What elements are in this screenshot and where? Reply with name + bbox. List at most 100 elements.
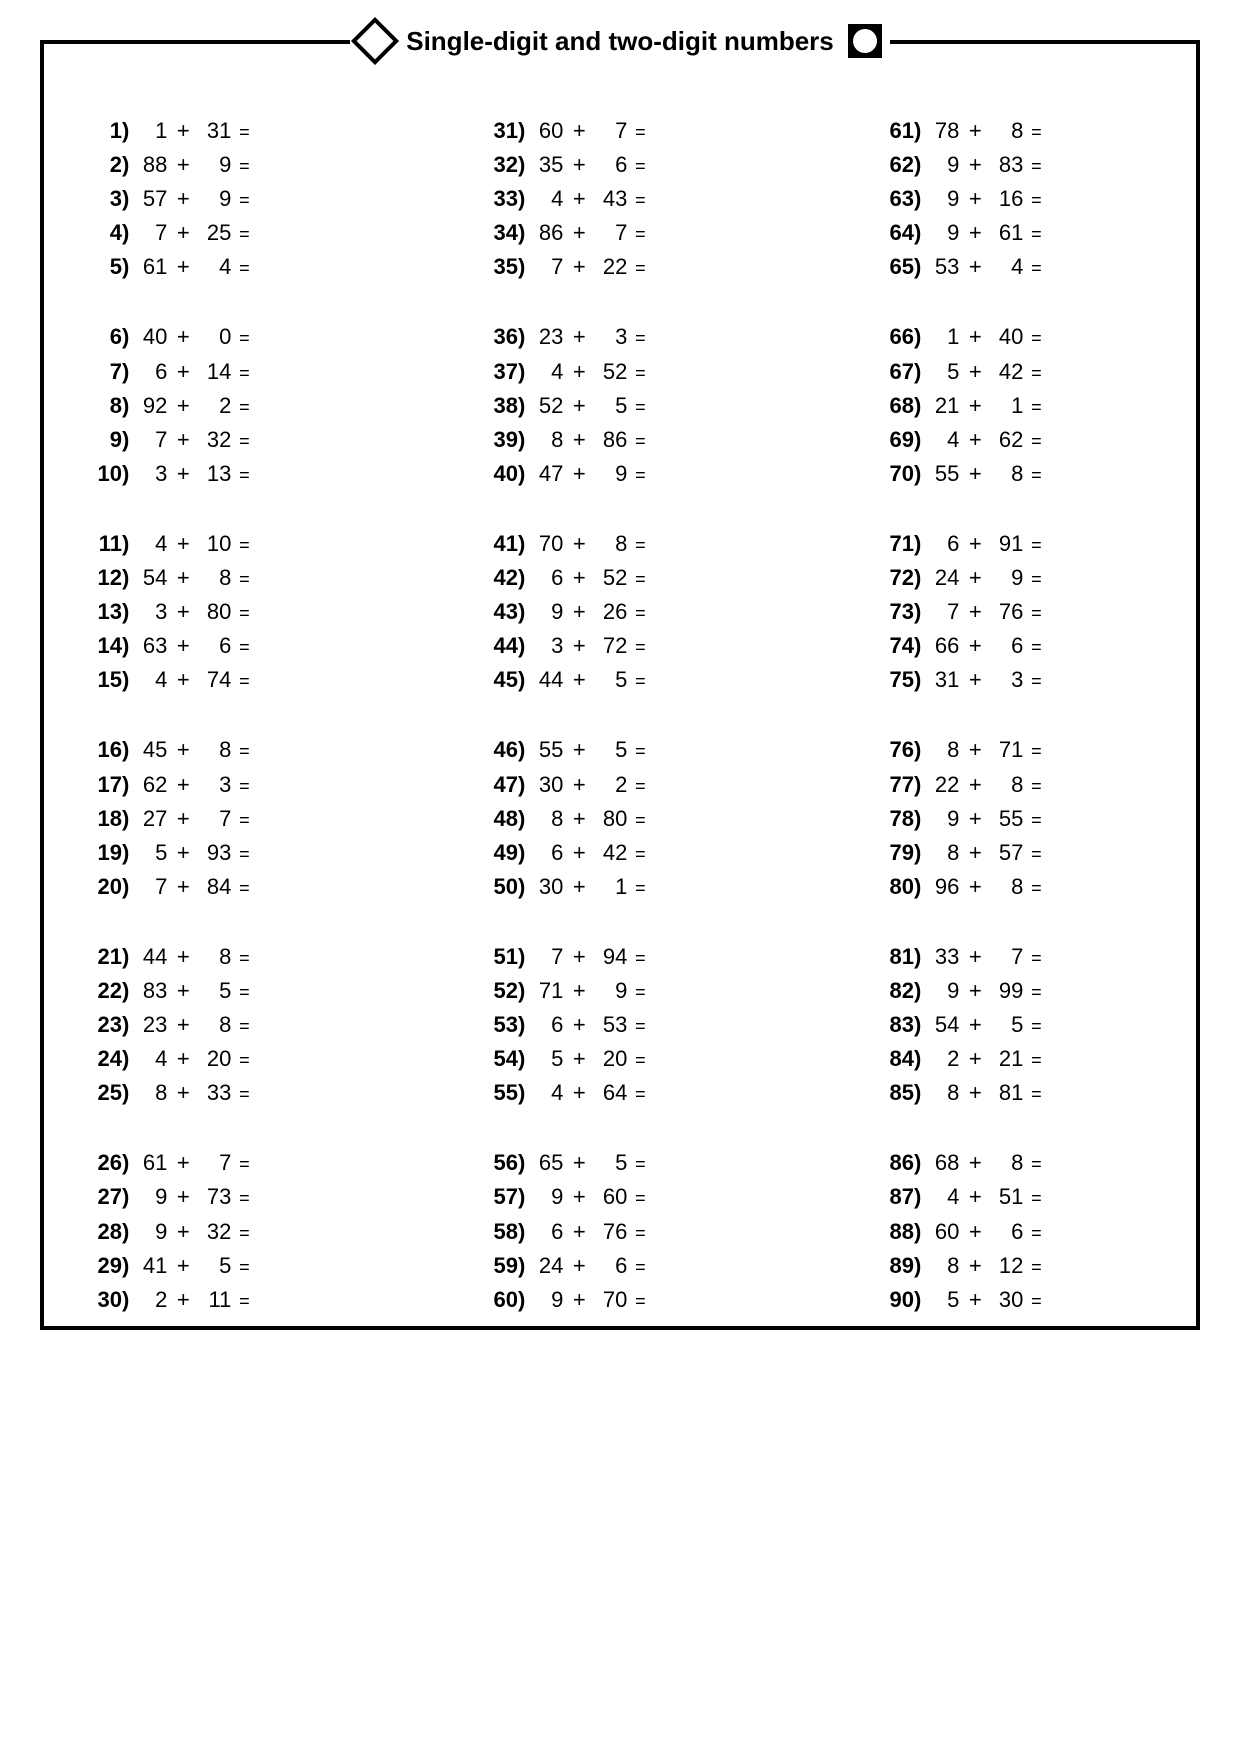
operator: +: [563, 1249, 595, 1283]
operator: +: [959, 663, 991, 697]
operand-b: 25: [199, 216, 231, 250]
paren: ): [518, 870, 525, 904]
problem-row: 15)4+74=: [74, 663, 374, 697]
operand-a: 4: [531, 355, 563, 389]
operator: +: [167, 216, 199, 250]
operand-a: 78: [927, 114, 959, 148]
problem-column: 1)1+31=2)88+9=3)57+9=4)7+25=5)61+4=6)40+…: [74, 114, 374, 1296]
equals-sign: =: [231, 119, 257, 147]
paren: ): [518, 216, 525, 250]
operand-a: 33: [927, 940, 959, 974]
operand-a: 9: [531, 595, 563, 629]
equals-sign: =: [627, 600, 653, 628]
problem-number: 78: [866, 802, 914, 836]
equals-sign: =: [627, 668, 653, 696]
operand-a: 23: [135, 1008, 167, 1042]
operator: +: [167, 768, 199, 802]
equals-sign: =: [627, 187, 653, 215]
operand-a: 3: [135, 595, 167, 629]
operator: +: [167, 940, 199, 974]
problem-number: 53: [470, 1008, 518, 1042]
problem-row: 83)54+5=: [866, 1008, 1166, 1042]
problem-number: 54: [470, 1042, 518, 1076]
operator: +: [167, 389, 199, 423]
problem-column: 61)78+8=62)9+83=63)9+16=64)9+61=65)53+4=…: [866, 114, 1166, 1296]
problem-group: 31)60+7=32)35+6=33)4+43=34)86+7=35)7+22=: [470, 114, 770, 284]
problem-number: 47: [470, 768, 518, 802]
operand-b: 5: [595, 663, 627, 697]
problem-row: 8)92+2=: [74, 389, 374, 423]
problem-group: 51)7+94=52)71+9=53)6+53=54)5+20=55)4+64=: [470, 940, 770, 1110]
equals-sign: =: [231, 1013, 257, 1041]
operand-b: 7: [595, 114, 627, 148]
problem-row: 2)88+9=: [74, 148, 374, 182]
problem-row: 28)9+32=: [74, 1215, 374, 1249]
operator: +: [563, 1283, 595, 1317]
operand-b: 5: [199, 1249, 231, 1283]
problem-number: 73: [866, 595, 914, 629]
problem-number: 61: [866, 114, 914, 148]
operator: +: [563, 423, 595, 457]
problem-number: 20: [74, 870, 122, 904]
problem-number: 79: [866, 836, 914, 870]
paren: ): [518, 355, 525, 389]
operator: +: [563, 1146, 595, 1180]
operator: +: [959, 182, 991, 216]
operator: +: [563, 870, 595, 904]
problem-row: 72)24+9=: [866, 561, 1166, 595]
problem-number: 45: [470, 663, 518, 697]
problem-row: 20)7+84=: [74, 870, 374, 904]
operand-b: 8: [991, 1146, 1023, 1180]
operand-a: 5: [531, 1042, 563, 1076]
operand-a: 8: [927, 836, 959, 870]
problem-number: 52: [470, 974, 518, 1008]
problem-number: 83: [866, 1008, 914, 1042]
operator: +: [959, 1283, 991, 1317]
operand-a: 4: [135, 663, 167, 697]
problem-number: 65: [866, 250, 914, 284]
problem-row: 47)30+2=: [470, 768, 770, 802]
operand-b: 91: [991, 527, 1023, 561]
paren: ): [122, 733, 129, 767]
equals-sign: =: [627, 1047, 653, 1075]
operand-a: 8: [531, 802, 563, 836]
problem-number: 82: [866, 974, 914, 1008]
problem-number: 64: [866, 216, 914, 250]
problem-number: 71: [866, 527, 914, 561]
operand-b: 2: [199, 389, 231, 423]
operand-a: 4: [927, 423, 959, 457]
operand-a: 7: [135, 870, 167, 904]
operand-a: 7: [135, 216, 167, 250]
paren: ): [122, 561, 129, 595]
problem-number: 19: [74, 836, 122, 870]
equals-sign: =: [627, 153, 653, 181]
paren: ): [122, 389, 129, 423]
paren: ): [122, 974, 129, 1008]
problem-row: 60)9+70=: [470, 1283, 770, 1317]
equals-sign: =: [231, 325, 257, 353]
problem-number: 43: [470, 595, 518, 629]
problem-group: 66)1+40=67)5+42=68)21+1=69)4+62=70)55+8=: [866, 320, 1166, 490]
operand-b: 1: [595, 870, 627, 904]
operand-a: 9: [927, 148, 959, 182]
paren: ): [914, 423, 921, 457]
operand-b: 76: [991, 595, 1023, 629]
operand-a: 7: [531, 250, 563, 284]
operand-a: 44: [531, 663, 563, 697]
operator: +: [563, 1215, 595, 1249]
equals-sign: =: [231, 841, 257, 869]
operand-b: 5: [595, 389, 627, 423]
operand-b: 5: [991, 1008, 1023, 1042]
problem-row: 79)8+57=: [866, 836, 1166, 870]
problem-row: 81)33+7=: [866, 940, 1166, 974]
operator: +: [167, 1076, 199, 1110]
problem-row: 82)9+99=: [866, 974, 1166, 1008]
operand-b: 93: [199, 836, 231, 870]
equals-sign: =: [1023, 153, 1049, 181]
equals-sign: =: [1023, 668, 1049, 696]
equals-sign: =: [1023, 738, 1049, 766]
problem-number: 56: [470, 1146, 518, 1180]
operand-b: 43: [595, 182, 627, 216]
operator: +: [167, 1215, 199, 1249]
problem-row: 14)63+6=: [74, 629, 374, 663]
